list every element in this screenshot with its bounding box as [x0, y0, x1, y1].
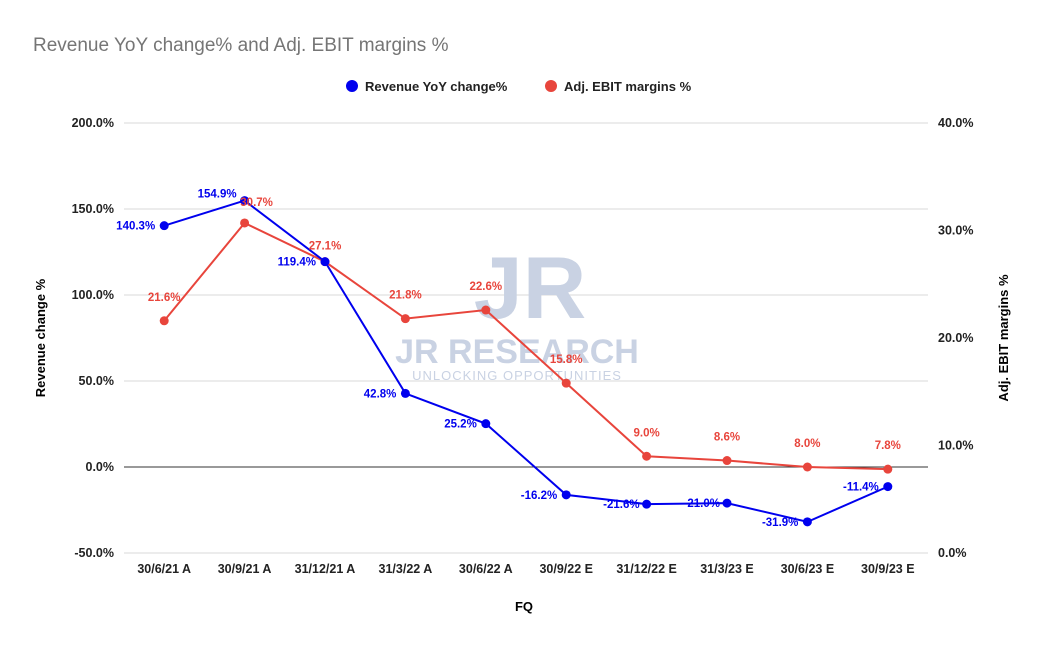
ebit-point	[481, 305, 491, 315]
revenue-point	[159, 221, 169, 231]
revenue-point	[883, 482, 893, 492]
data-labels: 140.3% 154.9% 119.4% 42.8% 25.2% -16.2% -21.6%…	[116, 189, 901, 529]
ebit-data-label: 7.8%	[875, 440, 901, 452]
left-axis-title: Revenue change %	[33, 278, 48, 397]
ebit-point	[802, 462, 812, 472]
right-tick-label: 20.0%	[938, 331, 973, 345]
ebit-data-label: 9.0%	[633, 427, 659, 439]
ebit-data-label: 21.8%	[389, 290, 422, 302]
x-tick-label: 30/6/22 A	[459, 562, 513, 576]
revenue-data-label: -21.6%	[603, 499, 639, 511]
ebit-point	[883, 464, 893, 474]
ebit-data-label: 27.1%	[309, 241, 342, 253]
x-tick-label: 31/12/22 E	[616, 562, 676, 576]
series-lines	[163, 199, 889, 523]
right-tick-label: 30.0%	[938, 224, 973, 238]
legend-label-revenue: Revenue YoY change%	[365, 79, 508, 94]
x-tick-label: 30/6/21 A	[137, 562, 191, 576]
left-tick-label: -50.0%	[74, 546, 114, 560]
revenue-data-label: -16.2%	[521, 490, 557, 502]
revenue-data-label: -11.4%	[843, 482, 879, 494]
revenue-point	[400, 388, 410, 398]
ebit-line	[163, 221, 888, 471]
ebit-data-label: 21.6%	[148, 292, 181, 304]
revenue-point	[642, 499, 652, 509]
x-tick-label: 30/9/22 E	[539, 562, 593, 576]
revenue-data-label: 42.8%	[364, 388, 397, 400]
ebit-point	[400, 314, 410, 324]
x-tick-label: 30/9/21 A	[218, 562, 272, 576]
watermark: JR JR RESEARCH UNLOCKING OPPORTUNITIES	[395, 238, 639, 383]
legend-label-ebit: Adj. EBIT margins %	[564, 79, 692, 94]
revenue-point	[320, 257, 330, 267]
ebit-data-label: 8.0%	[794, 438, 820, 450]
left-tick-label: 200.0%	[72, 116, 114, 130]
legend: Revenue YoY change% Adj. EBIT margins %	[346, 79, 692, 94]
right-tick-label: 40.0%	[938, 116, 973, 130]
series-points	[159, 196, 893, 527]
legend-marker-ebit	[545, 80, 557, 92]
ebit-point	[240, 218, 250, 228]
revenue-data-label: 140.3%	[116, 221, 155, 233]
revenue-point	[722, 498, 732, 508]
revenue-line	[163, 199, 889, 523]
right-axis-title: Adj. EBIT margins %	[996, 274, 1011, 402]
legend-marker-revenue	[346, 80, 358, 92]
ebit-data-label: 15.8%	[550, 354, 583, 366]
left-axis-ticks: 200.0% 150.0% 100.0% 50.0% 0.0% -50.0%	[72, 116, 114, 560]
x-tick-label: 31/12/21 A	[295, 562, 356, 576]
x-axis-title: FQ	[515, 599, 533, 614]
watermark-logo: JR	[474, 238, 587, 337]
ebit-point	[642, 451, 652, 461]
right-axis-ticks: 40.0% 30.0% 20.0% 10.0% 0.0%	[938, 116, 973, 560]
left-tick-label: 50.0%	[79, 374, 114, 388]
revenue-point	[561, 490, 571, 500]
left-tick-label: 100.0%	[72, 288, 114, 302]
revenue-point	[240, 196, 250, 206]
x-tick-label: 31/3/22 A	[379, 562, 433, 576]
ebit-data-label: 8.6%	[714, 432, 740, 444]
watermark-tagline: UNLOCKING OPPORTUNITIES	[412, 368, 622, 383]
ebit-data-label: 22.6%	[469, 281, 502, 293]
right-tick-label: 0.0%	[938, 546, 967, 560]
ebit-data-label: 30.7%	[240, 197, 273, 209]
revenue-point	[802, 517, 812, 527]
right-tick-label: 10.0%	[938, 439, 973, 453]
revenue-data-label: 119.4%	[278, 257, 316, 269]
left-tick-label: 150.0%	[72, 202, 114, 216]
chart-title: Revenue YoY change% and Adj. EBIT margin…	[33, 35, 449, 56]
x-axis-ticks: 30/6/21 A 30/9/21 A 31/12/21 A 31/3/22 A 30/…	[137, 562, 914, 576]
x-tick-label: 31/3/23 E	[700, 562, 754, 576]
revenue-data-label: 154.9%	[198, 189, 237, 201]
x-tick-label: 30/6/23 E	[781, 562, 835, 576]
ebit-point	[561, 378, 571, 388]
ebit-point	[722, 456, 732, 466]
revenue-data-label: 25.2%	[444, 419, 477, 431]
x-tick-label: 30/9/23 E	[861, 562, 915, 576]
left-tick-label: 0.0%	[86, 460, 115, 474]
ebit-point	[159, 316, 169, 326]
revenue-data-label: -31.9%	[762, 517, 798, 529]
revenue-data-label: -21.0%	[684, 498, 720, 510]
revenue-point	[481, 419, 491, 429]
